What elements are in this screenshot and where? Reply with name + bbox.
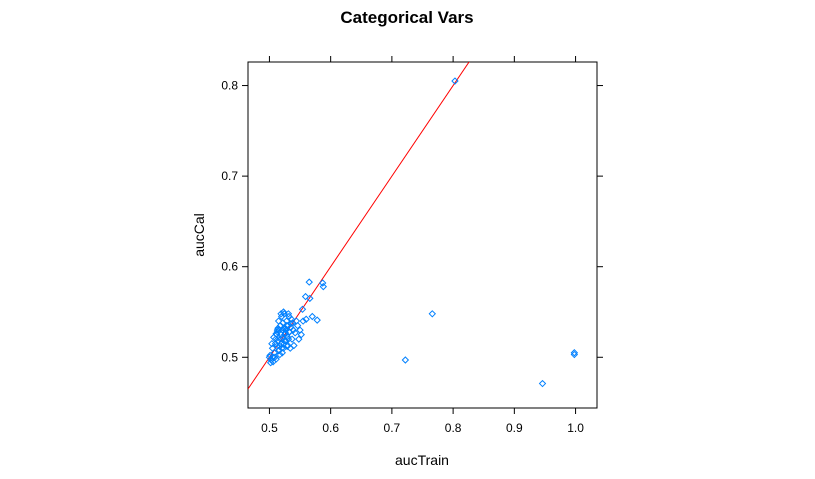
reference-line-group [248,62,470,390]
x-tick-label: 0.9 [506,421,523,435]
data-point [291,329,299,337]
x-tick-label: 0.8 [445,421,462,435]
data-point [313,316,321,324]
x-tick-label: 0.6 [322,421,339,435]
data-point [276,342,284,351]
data-point [279,308,288,316]
data-point [266,359,275,367]
data-point [284,310,293,318]
data-point [308,312,316,321]
data-point [428,310,437,318]
data-point [451,77,459,85]
data-point [305,278,313,286]
data-point [301,292,310,301]
data-point [287,320,295,328]
data-point [277,310,285,318]
data-point [271,339,280,348]
data-point [283,332,291,341]
data-point [269,353,277,361]
data-point [273,326,282,334]
x-tick-label: 0.5 [261,421,278,435]
data-point [293,321,302,330]
y-tick-label: 0.5 [221,350,238,364]
y-axis-ticks: 0.5 0.6 0.7 0.8 [221,79,603,364]
data-point [278,349,286,357]
reference-line [248,62,470,390]
data-point [271,353,279,361]
x-axis-ticks: 0.5 0.6 0.7 0.8 0.9 1.0 [261,56,584,435]
x-tick-label: 0.7 [384,421,401,435]
data-point [538,379,547,388]
data-point [295,335,303,343]
data-point [282,326,290,334]
data-point [319,282,328,291]
data-point [299,317,307,325]
data-point [281,337,289,345]
data-point [290,341,298,350]
data-point [570,349,579,357]
data-point [297,330,305,339]
y-axis-label: aucCal [191,213,207,257]
data-point [570,350,579,359]
data-point [284,341,292,350]
data-points [265,77,579,388]
data-point [277,344,286,352]
plot-frame [247,61,598,409]
data-point [274,317,283,325]
chart-title: Categorical Vars [340,8,473,27]
data-point [306,294,314,303]
x-axis-label: aucTrain [395,452,449,468]
data-point [289,326,298,334]
data-point [302,315,310,323]
y-tick-label: 0.7 [221,169,238,183]
data-point [272,355,280,363]
data-point [276,335,285,343]
data-point [276,350,284,359]
data-point [298,305,307,313]
x-tick-label: 1.0 [567,421,584,435]
data-point [274,324,282,333]
data-point [401,356,410,364]
data-point [318,279,327,287]
data-point [288,335,296,343]
data-point [287,315,296,323]
y-tick-label: 0.6 [221,260,238,274]
y-tick-label: 0.8 [221,79,238,93]
plot-panel: 0.5 0.6 0.7 0.8 0.9 1.0 0.5 0.6 0.7 0.8 [221,56,603,435]
